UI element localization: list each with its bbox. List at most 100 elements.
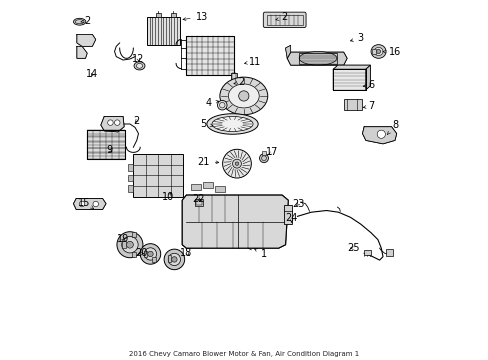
Polygon shape	[285, 45, 290, 58]
Circle shape	[147, 251, 153, 257]
Text: 14: 14	[86, 69, 98, 80]
Bar	[171, 13, 176, 17]
Circle shape	[164, 249, 184, 270]
Bar	[299, 53, 336, 64]
Bar	[87, 130, 124, 159]
Bar	[386, 249, 392, 256]
Circle shape	[93, 201, 98, 207]
Text: 2: 2	[81, 16, 90, 26]
Ellipse shape	[370, 45, 386, 58]
Ellipse shape	[134, 62, 144, 70]
Bar	[143, 251, 147, 257]
Text: 20: 20	[135, 248, 147, 258]
Circle shape	[222, 149, 251, 178]
Bar	[371, 49, 375, 54]
Text: 22: 22	[192, 194, 204, 204]
Polygon shape	[333, 65, 369, 69]
Ellipse shape	[220, 77, 267, 115]
Bar	[261, 151, 266, 155]
Polygon shape	[362, 127, 396, 144]
Bar	[186, 36, 234, 76]
Bar	[127, 175, 133, 181]
Text: 19: 19	[117, 234, 129, 244]
Bar	[343, 99, 362, 110]
Circle shape	[140, 244, 161, 264]
Bar	[191, 184, 201, 190]
Text: 15: 15	[78, 198, 93, 208]
Bar	[203, 182, 213, 188]
Bar	[127, 185, 133, 192]
Bar	[155, 13, 161, 17]
Circle shape	[122, 237, 138, 253]
Ellipse shape	[206, 114, 258, 134]
Polygon shape	[286, 52, 346, 65]
Text: 6: 6	[363, 80, 373, 90]
Bar	[87, 130, 124, 159]
Text: 3: 3	[350, 33, 363, 43]
Text: 9: 9	[106, 145, 112, 155]
Text: 11: 11	[244, 57, 261, 67]
Circle shape	[376, 130, 385, 138]
Text: 17: 17	[265, 147, 278, 157]
Circle shape	[126, 241, 133, 248]
Bar	[215, 185, 224, 192]
Circle shape	[114, 120, 120, 125]
Circle shape	[259, 154, 268, 163]
Ellipse shape	[373, 48, 382, 55]
Text: 5: 5	[200, 119, 213, 129]
Text: 25: 25	[347, 243, 360, 253]
Circle shape	[217, 100, 226, 110]
Bar	[132, 232, 136, 237]
Polygon shape	[77, 34, 96, 46]
Text: 8: 8	[386, 120, 397, 135]
Text: 7: 7	[363, 101, 373, 111]
Text: 16: 16	[382, 47, 400, 57]
Bar	[122, 241, 126, 248]
FancyBboxPatch shape	[263, 12, 305, 28]
Bar	[266, 15, 302, 25]
Bar	[167, 255, 171, 262]
Text: 1: 1	[254, 249, 267, 259]
Bar	[133, 154, 183, 197]
Bar	[196, 200, 202, 205]
Bar	[195, 199, 203, 206]
Text: 10: 10	[162, 192, 174, 202]
Bar	[231, 73, 236, 82]
Bar	[230, 73, 237, 83]
Text: 2: 2	[133, 116, 140, 126]
Bar	[333, 69, 365, 90]
Bar	[186, 36, 234, 76]
Bar	[152, 257, 155, 262]
Text: 24: 24	[285, 213, 297, 223]
Circle shape	[144, 248, 156, 260]
Text: 12: 12	[132, 54, 144, 64]
Bar	[333, 69, 365, 90]
Bar	[283, 205, 292, 224]
Ellipse shape	[73, 18, 85, 25]
Polygon shape	[73, 199, 106, 210]
Text: 2016 Chevy Camaro Blower Motor & Fan, Air Condition Diagram 1: 2016 Chevy Camaro Blower Motor & Fan, Ai…	[129, 351, 359, 357]
Circle shape	[168, 253, 180, 266]
Bar	[132, 252, 136, 257]
Text: 18: 18	[180, 248, 192, 257]
Polygon shape	[77, 46, 87, 58]
Ellipse shape	[228, 84, 259, 108]
Text: 2: 2	[233, 77, 244, 86]
Circle shape	[238, 91, 248, 101]
Polygon shape	[101, 117, 124, 132]
Bar	[299, 53, 336, 64]
Bar	[333, 69, 365, 90]
Bar	[363, 250, 370, 255]
Ellipse shape	[212, 117, 252, 131]
Text: 2: 2	[275, 12, 287, 22]
Bar	[127, 164, 133, 171]
Circle shape	[235, 162, 238, 165]
Circle shape	[107, 120, 113, 125]
Circle shape	[232, 159, 241, 168]
Polygon shape	[182, 195, 288, 248]
Text: 4: 4	[205, 98, 219, 108]
Circle shape	[376, 49, 380, 54]
Circle shape	[79, 201, 84, 207]
Circle shape	[171, 257, 177, 262]
Text: 21: 21	[197, 157, 218, 167]
